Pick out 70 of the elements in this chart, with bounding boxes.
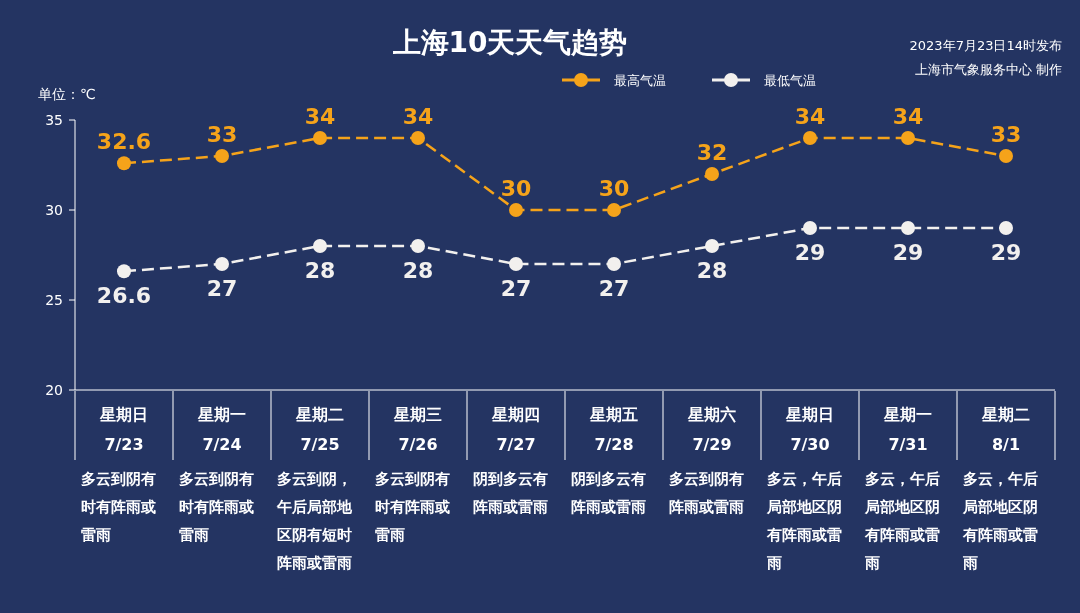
data-label: 34: [892, 104, 924, 129]
text: 多云，午后局部地区阴有阵雨或雷雨: [962, 470, 1038, 572]
point: [411, 239, 425, 253]
x-tick-label: 星期一 7/31: [883, 405, 932, 454]
point: [215, 257, 229, 271]
point: [607, 203, 621, 217]
text: 2023年7月23日14时发布: [909, 38, 1062, 53]
point: [705, 239, 719, 253]
legend-label: 最高气温: [614, 73, 666, 88]
y-axis-title: 单位：℃: [38, 86, 96, 102]
legend-label: 最低气温: [764, 73, 816, 88]
x-tick-label: 星期五 7/28: [589, 405, 638, 454]
point: [803, 221, 817, 235]
data-label: 34: [304, 104, 336, 129]
point: [999, 221, 1013, 235]
text: 阴到多云有阵雨或雷雨: [473, 470, 548, 516]
y-tick-label: 30: [45, 202, 63, 218]
data-label: 33: [206, 122, 238, 147]
x-tick-label: 星期三 7/26: [393, 405, 442, 454]
data-label: 29: [990, 240, 1022, 265]
point: [607, 257, 621, 271]
point: [803, 131, 817, 145]
point: [509, 203, 523, 217]
x-tick-label: 星期四 7/27: [491, 405, 540, 454]
data-label: 27: [500, 276, 532, 301]
text: 多云，午后局部地区阴有阵雨或雷雨: [766, 470, 842, 572]
text: 多云到阴有阵雨或雷雨: [669, 470, 744, 516]
point: [117, 264, 131, 279]
point: [117, 156, 131, 171]
data-label: 29: [794, 240, 826, 265]
point: [215, 149, 229, 163]
data-label: 32.6: [96, 129, 152, 155]
point: [999, 149, 1013, 163]
data-label: 30: [500, 176, 532, 201]
y-tick-label: 20: [45, 382, 63, 398]
text: 多云到阴有时有阵雨或雷雨: [81, 470, 156, 544]
text: 多云到阴有时有阵雨或雷雨: [375, 470, 450, 544]
data-label: 29: [892, 240, 924, 265]
text: 多云到阴，午后局部地区阴有短时阵雨或雷雨: [276, 470, 353, 572]
x-tick-label: 星期日 7/23: [99, 405, 148, 454]
point: [901, 221, 915, 235]
point: [313, 131, 327, 145]
data-label: 30: [598, 176, 630, 201]
data-label: 34: [794, 104, 826, 129]
y-tick-label: 25: [45, 292, 63, 308]
point: [705, 167, 719, 181]
text: 多云，午后局部地区阴有阵雨或雷雨: [864, 470, 940, 572]
data-label: 28: [402, 258, 434, 283]
x-tick-label: 星期六 7/29: [687, 405, 736, 454]
text: 多云到阴有时有阵雨或雷雨: [179, 470, 254, 544]
point: [411, 131, 425, 145]
x-tick-label: 星期日 7/30: [785, 405, 834, 454]
y-tick-label: 35: [45, 112, 63, 128]
data-label: 33: [990, 122, 1022, 147]
data-label: 28: [696, 258, 728, 283]
data-label: 27: [206, 276, 238, 301]
text: 阴到多云有阵雨或雷雨: [571, 470, 646, 516]
x-tick-label: 星期二 8/1: [981, 405, 1030, 454]
x-tick-label: 星期一 7/24: [197, 405, 246, 454]
data-label: 26.6: [96, 283, 152, 309]
data-label: 32: [696, 140, 728, 165]
chart-title: 上海10天天气趋势: [391, 26, 628, 59]
x-tick-label: 星期二 7/25: [295, 405, 344, 454]
point: [313, 239, 327, 253]
data-label: 27: [598, 276, 630, 301]
data-label: 28: [304, 258, 336, 283]
text: 上海市气象服务中心 制作: [914, 62, 1062, 77]
point: [509, 257, 523, 271]
data-label: 34: [402, 104, 434, 129]
point: [901, 131, 915, 145]
